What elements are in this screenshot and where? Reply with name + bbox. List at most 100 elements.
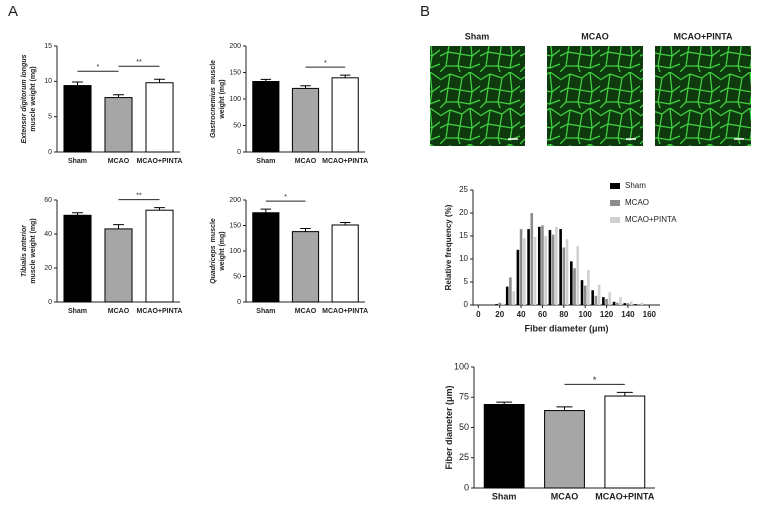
y-tick-label: 5 — [464, 277, 469, 286]
error-bar — [154, 78, 165, 83]
y-axis-label: muscle weight (mg) — [30, 66, 37, 131]
x-axis-label: Fiber diameter (μm) — [524, 323, 608, 333]
bar — [570, 261, 573, 305]
x-tick-label: 40 — [517, 310, 526, 319]
bar — [615, 302, 619, 305]
error-bar — [260, 208, 272, 213]
y-axis-label: Extensor digitorum longus — [21, 54, 28, 143]
y-axis-label-part: Fiber diameter (μm) — [444, 385, 454, 469]
y-tick-label: 40 — [44, 231, 52, 238]
y-tick-label: 15 — [44, 43, 52, 50]
y-axis-label: Gastrocnemius muscle — [210, 60, 217, 138]
y-tick-label: 25 — [459, 185, 468, 194]
x-tick-label: Sham — [492, 491, 517, 501]
x-tick-label: Sham — [68, 308, 87, 315]
y-tick-label: 50 — [233, 273, 241, 280]
y-tick-label: 0 — [237, 299, 241, 306]
y-tick-label: 15 — [459, 231, 468, 240]
error-bar — [300, 228, 311, 232]
bar — [551, 234, 555, 305]
bar — [591, 290, 594, 305]
x-tick-label: MCAO — [108, 308, 130, 315]
significance-label: * — [593, 375, 597, 385]
y-tick-label: 0 — [48, 299, 52, 306]
y-axis-label: Quadriceps muscle — [210, 218, 217, 284]
bar — [505, 286, 509, 305]
y-tick-label: 10 — [459, 254, 468, 263]
bar — [623, 303, 627, 305]
bar — [597, 284, 601, 305]
x-tick-label: MCAO — [108, 158, 130, 165]
bar — [519, 229, 523, 305]
bar — [63, 85, 92, 153]
micrograph-label: MCAO+PINTA — [673, 31, 733, 41]
y-axis-label: Tibialis anterior — [21, 224, 28, 277]
legend-swatch — [610, 200, 620, 206]
bar — [634, 304, 637, 305]
y-axis-label-part: muscle weight (mg) — [30, 218, 37, 283]
x-tick-label: 60 — [538, 310, 547, 319]
bar — [629, 301, 633, 305]
bar — [637, 304, 640, 305]
error-bar — [113, 94, 124, 98]
y-axis-label-part: Quadriceps — [210, 245, 217, 284]
y-axis-label-part: Extensor digitorum longus — [21, 54, 28, 143]
x-tick-label: MCAO+PINTA — [595, 491, 655, 501]
bar — [530, 213, 534, 305]
bar — [541, 225, 544, 305]
bar — [602, 297, 605, 305]
bar — [104, 228, 133, 303]
y-tick-label: 75 — [459, 392, 469, 402]
y-tick-label: 10 — [44, 78, 52, 85]
y-axis-label: weight (mg) — [219, 231, 226, 271]
x-tick-label: Sham — [256, 158, 275, 165]
y-tick-label: 150 — [229, 69, 241, 76]
y-tick-label: 0 — [464, 482, 469, 492]
y-axis-label-part: muscle — [210, 60, 217, 84]
bar — [544, 410, 585, 489]
y-axis-label: Fiber diameter (μm) — [444, 385, 454, 469]
bar — [512, 291, 515, 305]
y-axis-label: weight (mg) — [219, 79, 226, 119]
y-axis-label-part: muscle — [210, 218, 217, 242]
bar — [608, 292, 612, 305]
bar — [612, 301, 616, 305]
legend-label: MCAO — [625, 198, 649, 207]
error-bar — [556, 406, 573, 411]
significance-label: * — [284, 194, 287, 201]
bar — [640, 302, 644, 305]
micrograph-label: Sham — [465, 31, 490, 41]
bar — [533, 236, 537, 305]
y-axis-label-part: Gastrocnemius — [210, 87, 217, 138]
y-axis-label-part: Relative frequency (%) — [444, 204, 453, 290]
micrograph-group: Sham MCAO MCAO+PINTA — [430, 31, 751, 146]
y-axis-label-part: weight (mg) — [219, 231, 226, 271]
x-tick-label: MCAO — [551, 491, 579, 501]
x-tick-label: Sham — [68, 158, 87, 165]
bar — [537, 226, 541, 305]
bar — [498, 302, 502, 305]
bar — [331, 224, 359, 303]
x-tick-label: Sham — [256, 308, 275, 315]
micrograph — [430, 46, 525, 146]
legend-label: MCAO+PINTA — [625, 215, 677, 224]
x-tick-label: 0 — [476, 310, 481, 319]
error-bar — [616, 391, 633, 397]
bar — [522, 238, 526, 305]
y-tick-label: 0 — [237, 149, 241, 156]
y-axis-label: muscle weight (mg) — [30, 218, 37, 283]
y-axis-label: Relative frequency (%) — [444, 204, 453, 290]
y-tick-label: 100 — [454, 361, 469, 371]
bar — [576, 246, 580, 305]
y-tick-label: 60 — [44, 197, 52, 204]
bar — [565, 239, 569, 305]
bar — [562, 247, 566, 305]
micrograph — [655, 46, 751, 146]
panel-label: B — [420, 3, 430, 20]
y-axis-label-part: weight (mg) — [219, 79, 226, 119]
y-tick-label: 0 — [464, 300, 469, 309]
bar — [583, 285, 587, 305]
error-bar — [339, 74, 351, 78]
error-bar — [260, 78, 272, 82]
